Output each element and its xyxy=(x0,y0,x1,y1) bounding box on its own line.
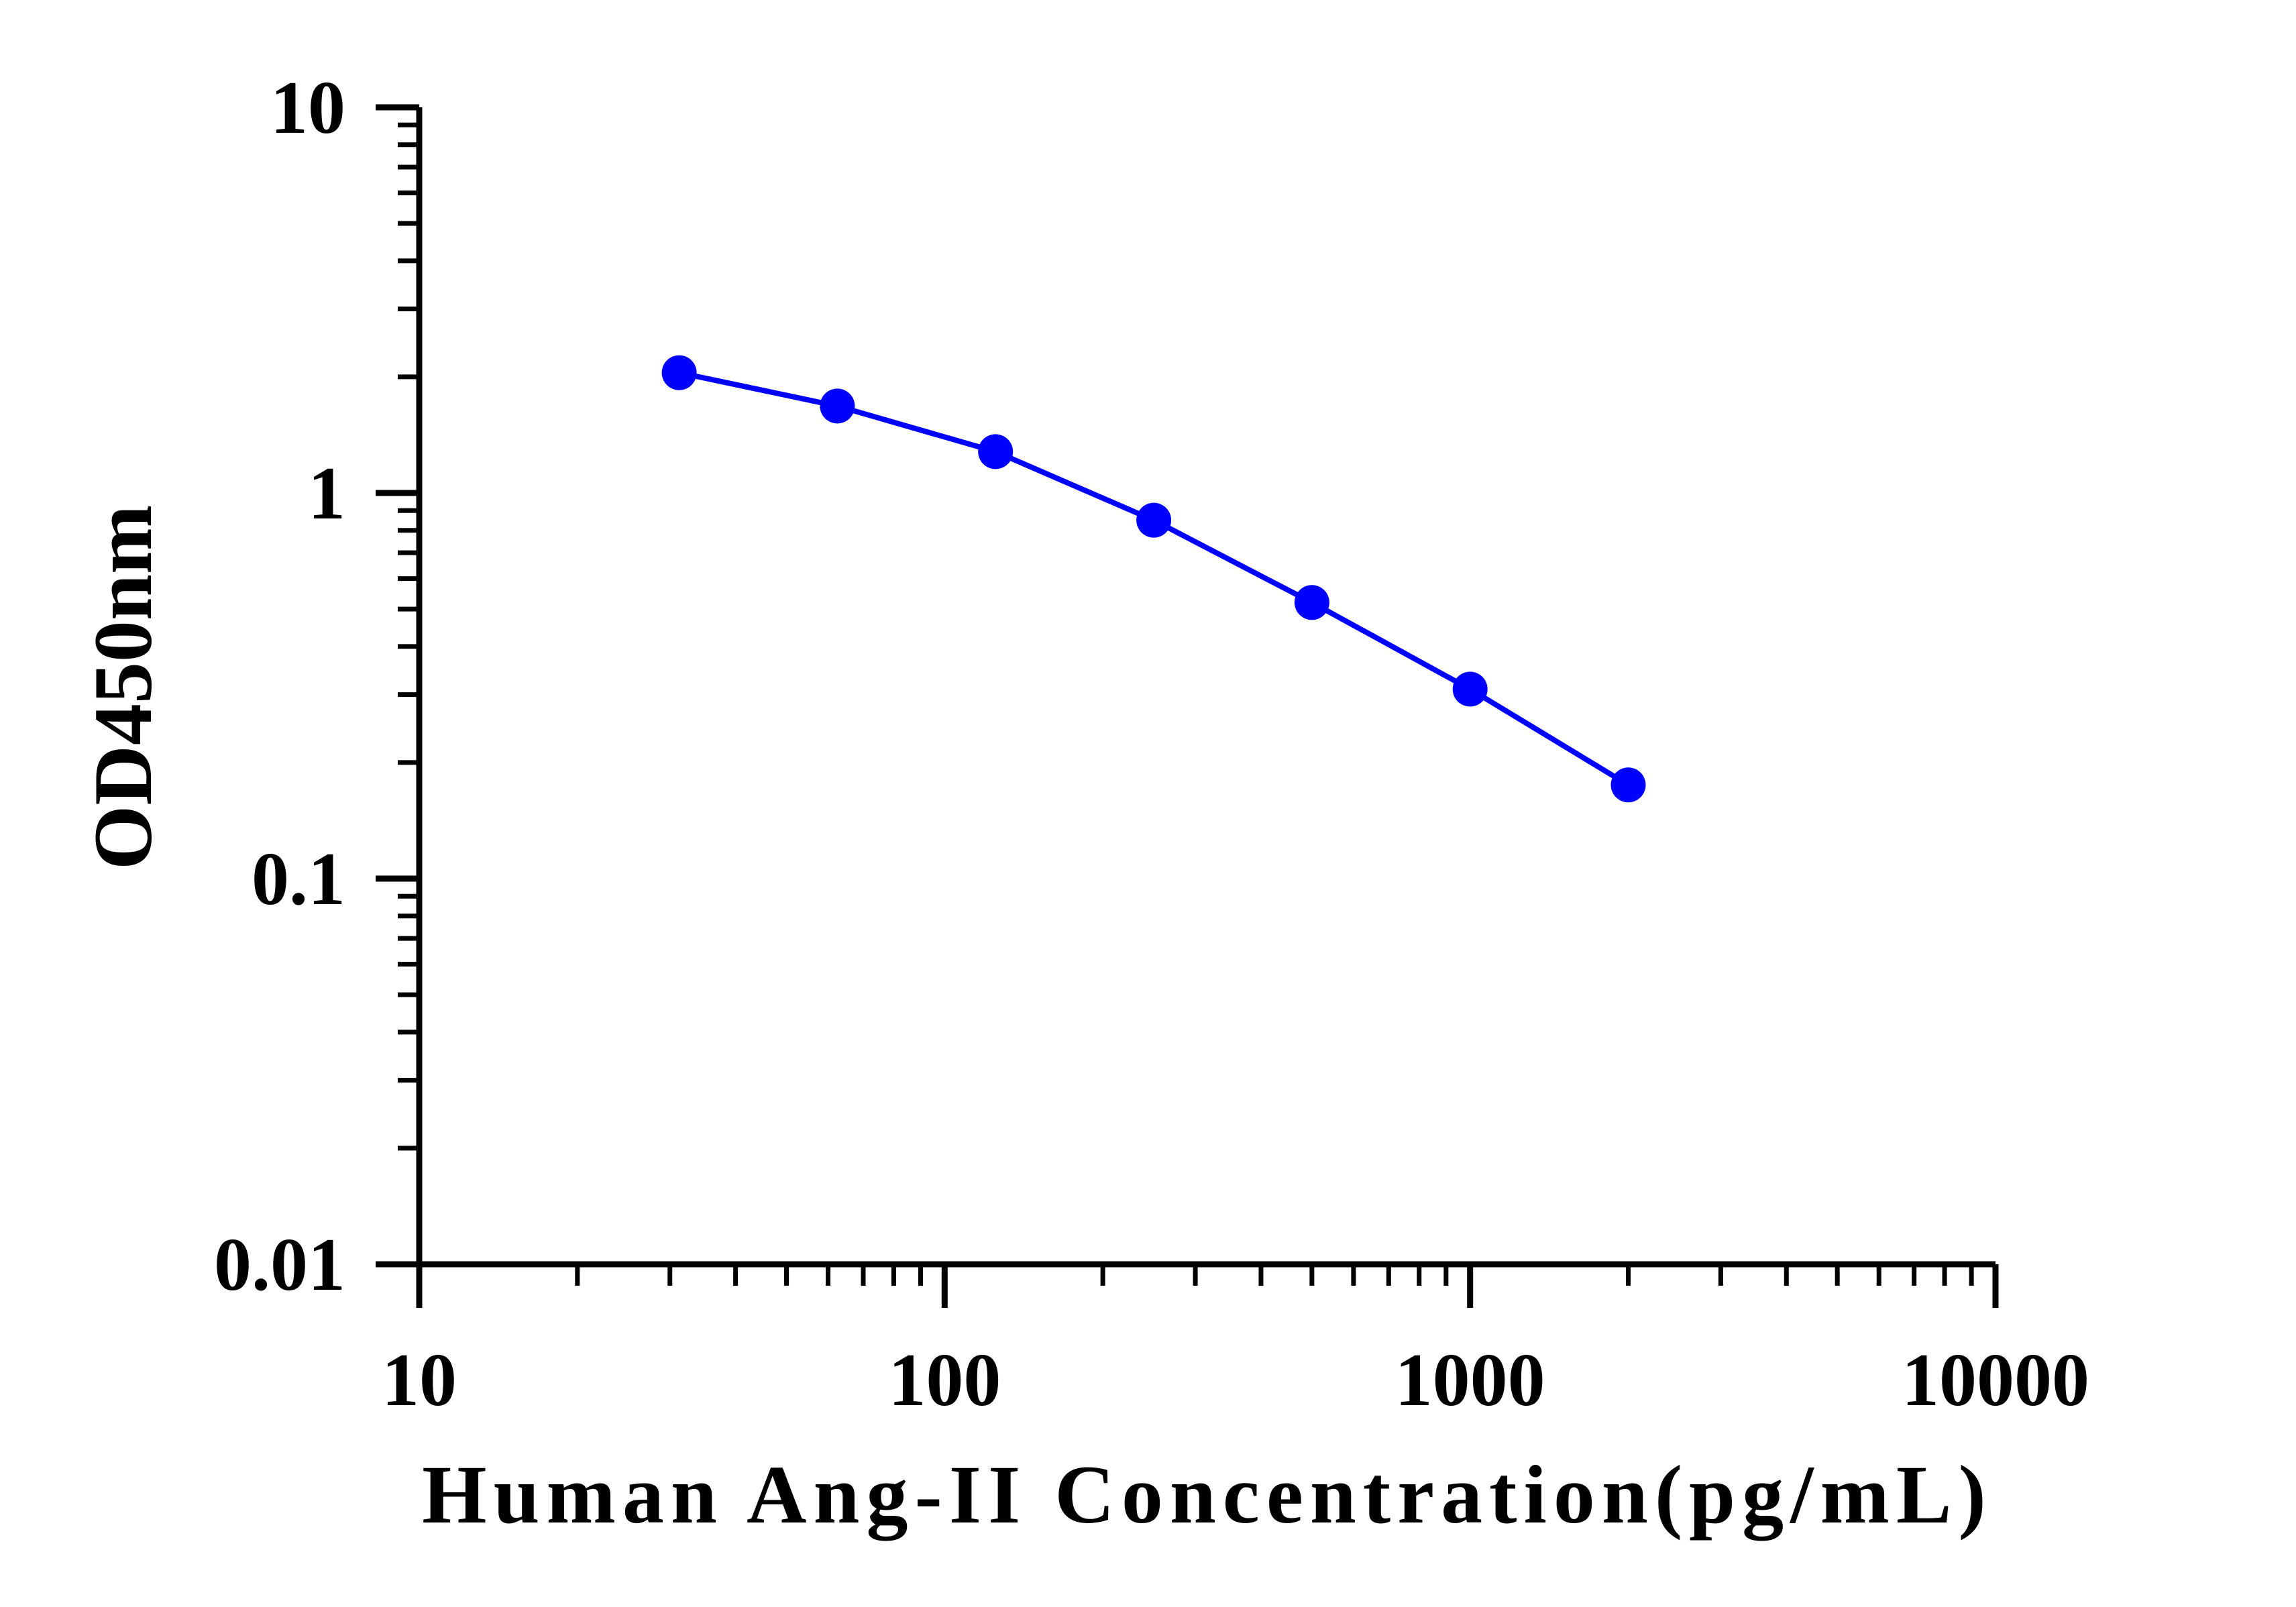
data-point xyxy=(1610,767,1646,803)
labels-layer: 0.01 0.1 1 10 10 100 1000 10000 xyxy=(214,66,2089,1422)
series-layer xyxy=(661,355,1646,803)
data-point xyxy=(1294,585,1329,620)
data-point xyxy=(978,434,1014,469)
data-point xyxy=(1452,671,1488,707)
y-axis-title: OD450nm xyxy=(77,505,169,870)
data-point xyxy=(820,388,855,424)
data-point xyxy=(1136,502,1172,538)
axes-layer xyxy=(416,107,1996,1268)
y-tick-label: 0.1 xyxy=(252,838,345,921)
series-line xyxy=(678,370,1630,787)
x-tick-label: 100 xyxy=(888,1339,1001,1422)
y-tick-label: 0.01 xyxy=(214,1223,345,1307)
data-point xyxy=(661,355,697,390)
y-tick-label: 1 xyxy=(308,452,345,535)
x-axis-title: Human Ang-II Concentration(pg/mL) xyxy=(422,1449,1993,1541)
y-tick-label: 10 xyxy=(270,66,345,150)
ticks-layer xyxy=(376,104,1999,1308)
x-tick-label: 10000 xyxy=(1902,1339,2089,1422)
x-tick-label: 10 xyxy=(382,1339,457,1422)
x-tick-label: 1000 xyxy=(1395,1339,1545,1422)
